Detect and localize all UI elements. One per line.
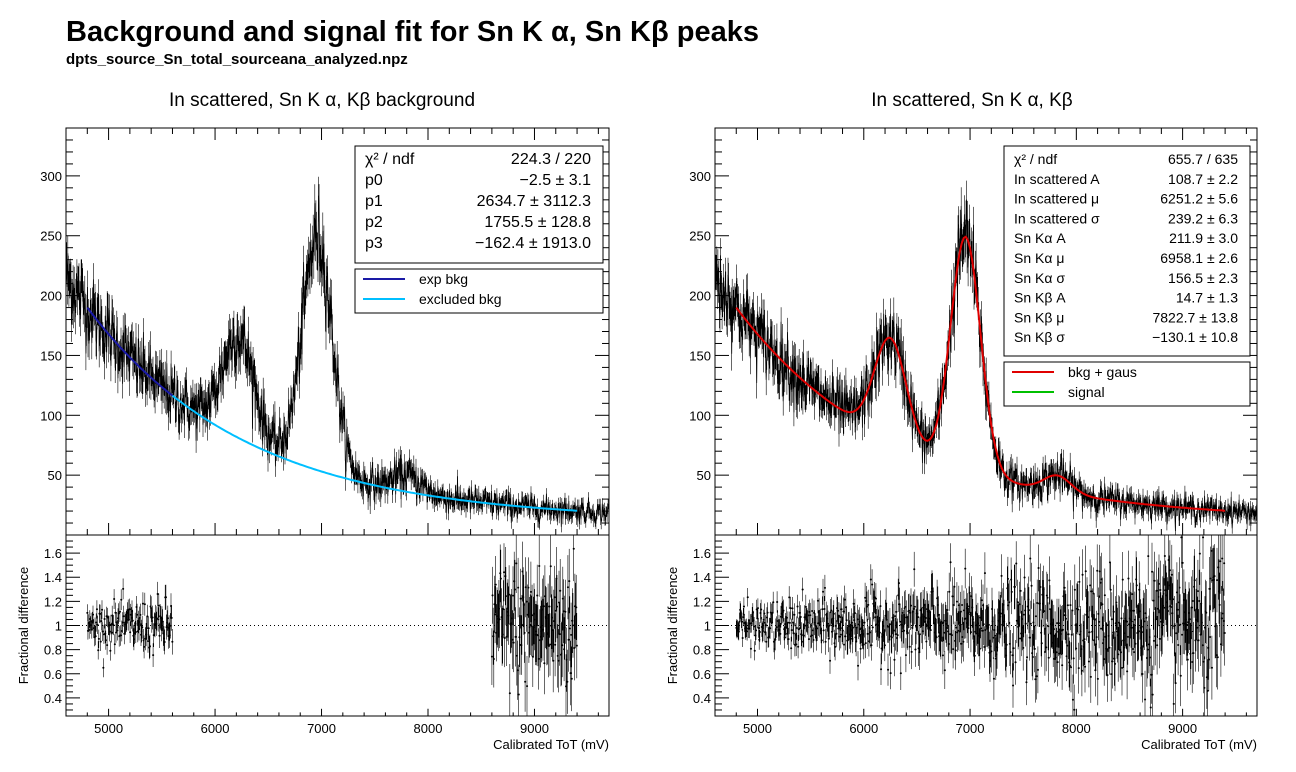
data-error-bars [65,176,609,533]
x-axis-label: Calibrated ToT (mV) [493,737,609,752]
ratio-points [735,536,1226,711]
ratio-y-tick-label: 1.2 [693,594,711,609]
fit-curve-2 [171,394,578,512]
ratio-y-tick-label: 1 [55,619,62,634]
stats-value: 1755.5 ± 128.8 [484,214,591,231]
y-tick-label: 100 [689,408,711,423]
legend-label: excluded bkg [419,291,502,307]
chart-panel-2: In scattered, Sn K α, Kβ 5000 6000 7000 8000… [665,90,1258,752]
stats-value: 7822.7 ± 13.8 [1152,309,1238,325]
ratio-y-tick-label: 1.6 [44,546,62,561]
x-axis-label: Calibrated ToT (mV) [1141,737,1257,752]
stats-label: Sn Kβ σ [1014,329,1065,345]
stats-value: 108.7 ± 2.2 [1168,171,1238,187]
ratio-y-tick-label: 0.6 [693,667,711,682]
y-tick-label: 50 [697,468,711,483]
stats-value: −130.1 ± 10.8 [1152,329,1238,345]
legend-label: bkg + gaus [1068,364,1137,380]
ratio-error-bars [87,535,578,716]
stats-value: 224.3 / 220 [511,151,591,168]
stats-label: p2 [365,214,383,231]
panel-title: In scattered, Sn K α, Kβ [871,90,1073,111]
stats-label: Sn Kα μ [1014,250,1064,266]
stats-label: Sn Kα A [1014,230,1066,246]
stats-label: χ² / ndf [365,151,415,168]
stats-value: 655.7 / 635 [1168,151,1238,167]
stats-value: 239.2 ± 6.3 [1168,210,1238,226]
ratio-y-tick-label: 1.4 [44,570,62,585]
ratio-y-tick-label: 1.4 [693,570,711,585]
x-tick-label: 8000 [1062,721,1091,736]
figure-subtitle: dpts_source_Sn_total_sourceana_analyzed.… [66,51,408,68]
stats-value: 211.9 ± 3.0 [1169,230,1238,246]
ratio-y-axis-label: Fractional difference [16,567,31,685]
x-tick-label: 5000 [94,721,123,736]
y-tick-label: 200 [689,289,711,304]
legend-box [354,268,604,314]
stats-value: 6958.1 ± 2.6 [1160,250,1238,266]
stats-label: Sn Kα σ [1014,270,1065,286]
y-tick-label: 250 [689,229,711,244]
panel-title: In scattered, Sn K α, Kβ background [169,90,475,111]
y-tick-label: 300 [40,169,62,184]
x-tick-label: 9000 [520,721,549,736]
stats-label: In scattered A [1014,171,1100,187]
x-tick-label: 5000 [743,721,772,736]
x-tick-label: 6000 [849,721,878,736]
stats-label: In scattered σ [1014,210,1100,226]
stats-label: χ² / ndf [1014,151,1057,167]
legend-label: signal [1068,384,1105,400]
stats-value: 14.7 ± 1.3 [1176,290,1238,306]
x-tick-label: 6000 [201,721,230,736]
x-tick-label: 9000 [1168,721,1197,736]
ratio-y-tick-label: 0.8 [44,643,62,658]
x-tick-label: 7000 [956,721,985,736]
ratio-y-tick-label: 0.6 [44,667,62,682]
stats-value: −2.5 ± 3.1 [520,172,592,189]
ratio-y-tick-label: 0.4 [693,691,711,706]
ratio-y-tick-label: 1.6 [693,546,711,561]
stats-value: −162.4 ± 1913.0 [475,235,591,252]
stats-label: Sn Kβ A [1014,290,1066,306]
chart-panel-1: In scattered, Sn K α, Kβ background 5000 6… [16,90,610,752]
y-tick-label: 150 [689,348,711,363]
legend-label: exp bkg [419,271,468,287]
x-tick-label: 7000 [307,721,336,736]
stats-label: p3 [365,235,383,252]
y-tick-label: 50 [48,468,62,483]
figure-title: Background and signal fit for Sn K α, Sn… [66,16,759,48]
y-tick-label: 150 [40,348,62,363]
ratio-y-tick-label: 1 [704,619,711,634]
y-tick-label: 300 [689,169,711,184]
stats-label: p0 [365,172,383,189]
stats-value: 6251.2 ± 5.6 [1160,191,1238,207]
stats-value: 2634.7 ± 3112.3 [477,193,591,210]
stats-label: p1 [365,193,383,210]
x-tick-label: 8000 [414,721,443,736]
ratio-y-tick-label: 0.4 [44,691,62,706]
y-tick-label: 200 [40,289,62,304]
ratio-y-tick-label: 0.8 [693,643,711,658]
stats-label: Sn Kβ μ [1014,309,1064,325]
ratio-y-tick-label: 1.2 [44,594,62,609]
ratio-points [86,547,578,696]
stats-box [354,145,604,264]
fit-curve-1 [735,235,1226,512]
ratio-y-axis-label: Fractional difference [665,567,680,685]
y-tick-label: 100 [40,408,62,423]
y-tick-label: 250 [40,229,62,244]
legend-box [1003,361,1251,407]
stats-label: In scattered μ [1014,191,1099,207]
stats-value: 156.5 ± 2.3 [1168,270,1238,286]
stats-box [1003,145,1251,357]
fit-curve-1 [86,307,174,397]
